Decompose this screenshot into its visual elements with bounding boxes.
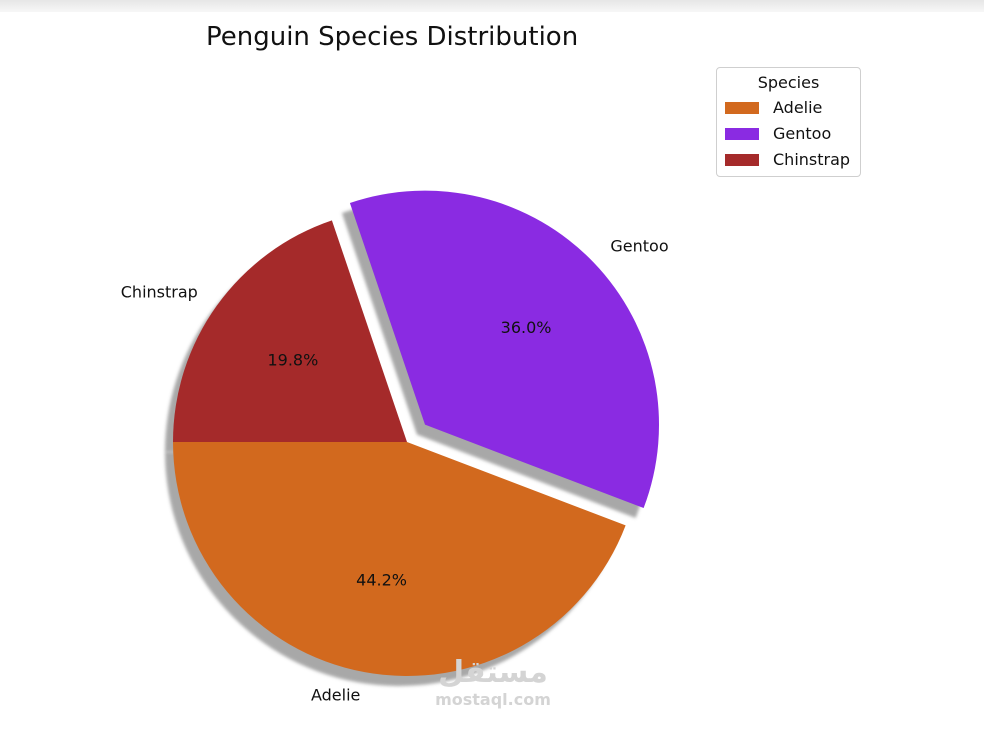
legend-swatch-chinstrap [725, 154, 759, 166]
legend: Species Adelie Gentoo Chinstrap [716, 67, 861, 177]
legend-label-adelie: Adelie [773, 98, 823, 117]
legend-title: Species [757, 73, 820, 92]
legend-swatch-gentoo [725, 128, 759, 140]
window-top-bar [0, 0, 984, 12]
chart-title: Penguin Species Distribution [206, 22, 579, 52]
category-label-gentoo: Gentoo [610, 237, 668, 256]
category-label-adelie: Adelie [311, 686, 360, 705]
legend-label-gentoo: Gentoo [773, 124, 832, 143]
pct-label-chinstrap: 19.8% [267, 351, 318, 370]
pie-slices [173, 190, 660, 676]
category-label-chinstrap: Chinstrap [121, 283, 198, 302]
pie-labels: 44.2% Adelie 36.0% Gentoo 19.8% Chinstrap [121, 237, 669, 705]
pct-label-adelie: 44.2% [356, 571, 407, 590]
pie-slice-adelie [173, 442, 626, 676]
pie-slice-chinstrap [173, 220, 407, 442]
pct-label-gentoo: 36.0% [501, 318, 552, 337]
legend-label-chinstrap: Chinstrap [773, 150, 851, 169]
legend-swatch-adelie [725, 102, 759, 114]
pie-slice-gentoo [349, 190, 660, 509]
